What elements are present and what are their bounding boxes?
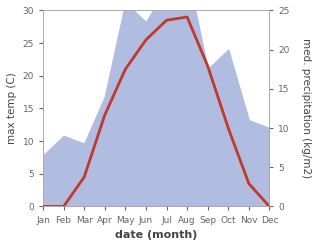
Y-axis label: max temp (C): max temp (C) [7, 73, 17, 144]
X-axis label: date (month): date (month) [115, 230, 197, 240]
Y-axis label: med. precipitation (kg/m2): med. precipitation (kg/m2) [301, 38, 311, 179]
